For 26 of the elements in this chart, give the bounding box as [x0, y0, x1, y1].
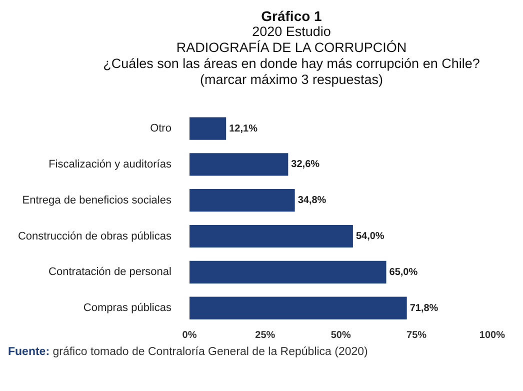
- bar: [189, 224, 353, 248]
- x-tick-label: 100%: [479, 330, 506, 341]
- data-label: 65,0%: [389, 266, 418, 278]
- y-tick-label: Contratación de personal: [48, 266, 172, 278]
- y-tick-label: Compras públicas: [83, 302, 172, 314]
- bar: [189, 189, 295, 212]
- bar: [189, 260, 386, 284]
- y-tick-label: Construcción de obras públicas: [18, 230, 172, 242]
- data-label: 32,6%: [291, 159, 320, 170]
- data-label: 54,0%: [356, 231, 384, 242]
- x-tick-label: 50%: [330, 330, 351, 341]
- data-label: 71,8%: [410, 302, 438, 314]
- data-label: 12,1%: [229, 123, 258, 134]
- chart-subtitle: 2020 Estudio RADIOGRAFÍA DE LA CORRUPCIÓN ¿Cuáles son las áreas en donde hay más corrupción en Chile? (marcar máximo 3 respuestas): [102, 24, 481, 88]
- chart-title: Gráfico 1: [260, 8, 323, 24]
- bar: [189, 153, 288, 176]
- y-tick-label: Entrega de beneficios sociales: [22, 194, 172, 206]
- bar: [189, 296, 407, 320]
- x-tick-label: 75%: [406, 330, 427, 341]
- data-label: 34,8%: [298, 195, 326, 206]
- y-tick-label: Fiscalización y auditorías: [48, 158, 172, 170]
- source-note: Fuente: gráfico tomado de Contraloría General de la República (2020): [8, 346, 369, 358]
- x-tick-label: 25%: [255, 330, 276, 341]
- y-tick-label: Otro: [150, 122, 172, 135]
- bar: [189, 117, 226, 140]
- x-tick-label: 0%: [182, 330, 197, 341]
